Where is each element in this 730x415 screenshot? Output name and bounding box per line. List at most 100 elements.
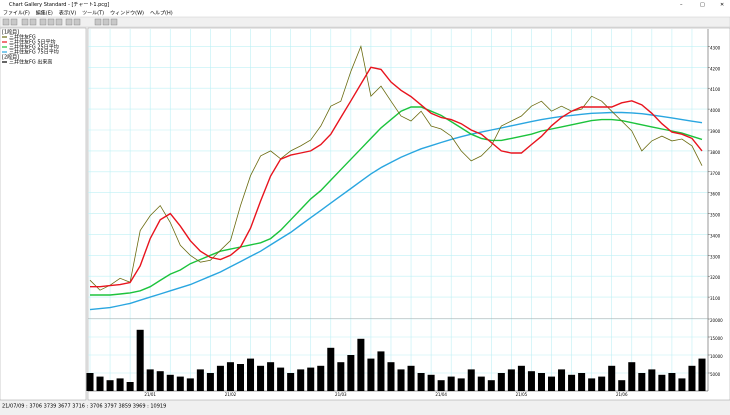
y-tick-label: 10000 bbox=[710, 354, 723, 359]
window-title: Chart Gallery Standard - [チャート1.pcg] bbox=[9, 2, 109, 8]
menu-item[interactable]: ツール(T) bbox=[82, 11, 104, 17]
volume-bar bbox=[317, 365, 325, 391]
volume-bar bbox=[277, 367, 285, 391]
volume-bar bbox=[688, 365, 696, 391]
x-tick-label: 21/01 bbox=[144, 392, 156, 397]
x-tick-label: 21/05 bbox=[516, 392, 528, 397]
x-tick-label: 21/06 bbox=[616, 392, 628, 397]
volume-bar bbox=[307, 367, 315, 391]
tool-button[interactable] bbox=[110, 18, 118, 26]
volume-bar bbox=[236, 364, 245, 391]
series-line bbox=[89, 45, 703, 291]
tool-button[interactable] bbox=[39, 18, 47, 26]
tool-button[interactable] bbox=[2, 18, 10, 26]
volume-bar bbox=[658, 374, 666, 391]
series-line bbox=[90, 66, 703, 288]
volume-bar bbox=[507, 369, 515, 391]
x-tick-label: 21/03 bbox=[335, 392, 347, 397]
y-tick-label: 4100 bbox=[710, 87, 721, 92]
y-tick-label: 3600 bbox=[710, 192, 721, 197]
legend-label: 三井住友FG 5日平均 bbox=[9, 39, 56, 46]
tool-button[interactable] bbox=[21, 18, 29, 26]
volume-bar bbox=[427, 374, 435, 391]
volume-bar bbox=[357, 338, 365, 391]
toolbar-buttons bbox=[2, 18, 118, 26]
y-tick-label: 3500 bbox=[710, 213, 721, 218]
menu: ファイル(F) 編集(E) 表示(V) ツール(T) ウィンドウ(W) ヘルプ(H) bbox=[3, 10, 173, 17]
volume-bar bbox=[527, 371, 535, 391]
volume-bar bbox=[487, 380, 495, 391]
volume-bar bbox=[568, 374, 576, 391]
volume-bar bbox=[547, 376, 556, 391]
tool-button[interactable] bbox=[73, 18, 81, 26]
volume-bar bbox=[176, 376, 184, 391]
volume-bar bbox=[206, 373, 214, 391]
legend-label: 三井住友FG 25日平均 bbox=[9, 44, 59, 51]
y-tick-label: 4000 bbox=[710, 108, 721, 113]
volume-bar bbox=[638, 373, 646, 391]
volume-bar bbox=[417, 373, 425, 391]
volume-bar bbox=[397, 369, 405, 391]
volume-bar bbox=[668, 373, 676, 391]
tool-button[interactable] bbox=[47, 18, 55, 26]
tool-button[interactable] bbox=[94, 18, 102, 26]
volume-bar bbox=[678, 378, 686, 391]
volume-bar bbox=[146, 369, 154, 391]
menu-bar bbox=[0, 9, 730, 17]
minimize[interactable]: – bbox=[680, 2, 683, 8]
volume-bar bbox=[337, 362, 345, 391]
chart: 3100 3200 3300 3400 3500 3600 3700 3800 3900 4000… bbox=[86, 29, 723, 397]
volume-bar bbox=[96, 376, 104, 391]
volume-bar bbox=[126, 382, 134, 391]
volume-bar bbox=[608, 365, 616, 391]
volume-bar bbox=[628, 362, 636, 391]
y-tick-label: 4200 bbox=[710, 66, 721, 71]
volume-bar bbox=[287, 373, 295, 391]
volume-bar bbox=[86, 373, 94, 391]
menu-item[interactable]: 表示(V) bbox=[59, 10, 76, 17]
menu-item[interactable]: 編集(E) bbox=[36, 10, 53, 17]
y-tick-label: 20000 bbox=[710, 318, 723, 323]
volume-bar bbox=[598, 376, 606, 391]
volume-bar bbox=[116, 378, 124, 391]
status-text: 21/07/09 : 3706 3739 3677 3716 : 3706 37… bbox=[2, 404, 166, 410]
volume-bar bbox=[618, 380, 626, 391]
title-bar bbox=[0, 0, 730, 9]
tool-button[interactable] bbox=[65, 18, 73, 26]
tool-button[interactable] bbox=[10, 18, 18, 26]
volume-bar bbox=[347, 355, 355, 391]
close[interactable]: ✕ bbox=[720, 2, 724, 8]
y-tick-label: 3100 bbox=[710, 296, 721, 301]
volume-bar bbox=[327, 347, 335, 391]
menu-item[interactable]: ウィンドウ(W) bbox=[110, 10, 144, 17]
volume-bar bbox=[447, 376, 455, 391]
y-tick-label: 3400 bbox=[710, 233, 721, 238]
volume-bar bbox=[457, 378, 465, 391]
volume-bar bbox=[537, 373, 545, 391]
menu-item[interactable]: ヘルプ(H) bbox=[150, 11, 173, 17]
volume-bar bbox=[407, 365, 415, 391]
maximize[interactable]: □ bbox=[700, 2, 705, 8]
tool-button[interactable] bbox=[55, 18, 63, 26]
volume-bar bbox=[467, 369, 475, 391]
volume-bar bbox=[106, 380, 114, 391]
menu-item[interactable]: ファイル(F) bbox=[3, 11, 30, 17]
series-line bbox=[90, 106, 703, 296]
volume-bar bbox=[196, 369, 204, 391]
volume-bar bbox=[497, 373, 505, 391]
volume-bar bbox=[578, 373, 586, 391]
x-tick-label: 21/02 bbox=[225, 392, 237, 397]
tool-button[interactable] bbox=[29, 18, 37, 26]
volume-bar bbox=[226, 362, 234, 391]
volume-bar bbox=[216, 365, 224, 391]
volume-bar bbox=[377, 351, 385, 391]
volume-bar bbox=[156, 371, 164, 391]
y-tick-label: 4300 bbox=[710, 45, 721, 50]
volume-bar bbox=[387, 362, 395, 391]
tool-button[interactable] bbox=[102, 18, 110, 26]
y-tick-label: 3900 bbox=[710, 129, 721, 134]
volume-bar bbox=[267, 362, 275, 391]
toolbar bbox=[0, 16, 730, 28]
volume-bar bbox=[247, 358, 255, 391]
